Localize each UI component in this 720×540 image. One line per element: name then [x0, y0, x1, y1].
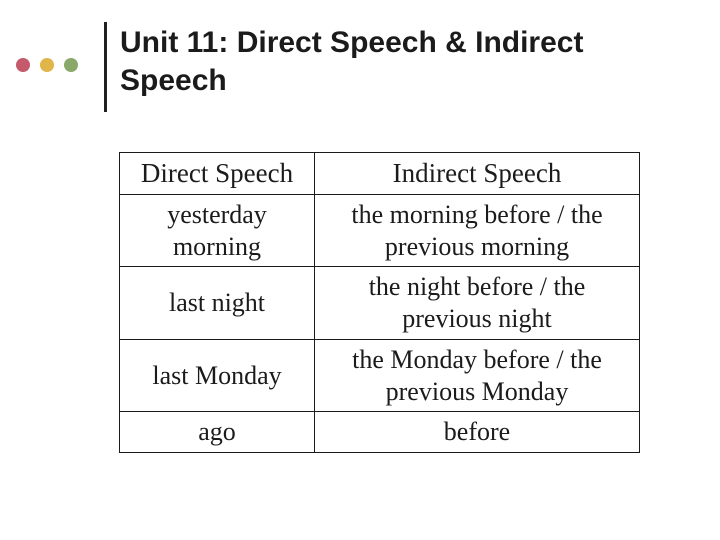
bullet-dot-icon — [64, 58, 78, 72]
cell-indirect: before — [315, 412, 640, 453]
bullet-dot-icon — [16, 58, 30, 72]
slide: Unit 11: Direct Speech & Indirect Speech… — [0, 0, 720, 540]
column-header-direct: Direct Speech — [120, 153, 315, 195]
cell-direct: last Monday — [120, 339, 315, 411]
table: Direct Speech Indirect Speech yesterday … — [119, 152, 640, 453]
table-row: ago before — [120, 412, 640, 453]
vertical-divider — [104, 22, 107, 112]
bullet-dot-icon — [40, 58, 54, 72]
bullet-row — [16, 58, 78, 72]
table-row: last night the night before / the previo… — [120, 267, 640, 339]
page-title: Unit 11: Direct Speech & Indirect Speech — [120, 24, 680, 101]
cell-direct: ago — [120, 412, 315, 453]
table-row: yesterday morning the morning before / t… — [120, 194, 640, 266]
cell-indirect: the Monday before / the previous Monday — [315, 339, 640, 411]
table-row: last Monday the Monday before / the prev… — [120, 339, 640, 411]
table-header-row: Direct Speech Indirect Speech — [120, 153, 640, 195]
column-header-indirect: Indirect Speech — [315, 153, 640, 195]
speech-table: Direct Speech Indirect Speech yesterday … — [119, 152, 639, 453]
cell-indirect: the morning before / the previous mornin… — [315, 194, 640, 266]
cell-direct: yesterday morning — [120, 194, 315, 266]
cell-indirect: the night before / the previous night — [315, 267, 640, 339]
cell-direct: last night — [120, 267, 315, 339]
